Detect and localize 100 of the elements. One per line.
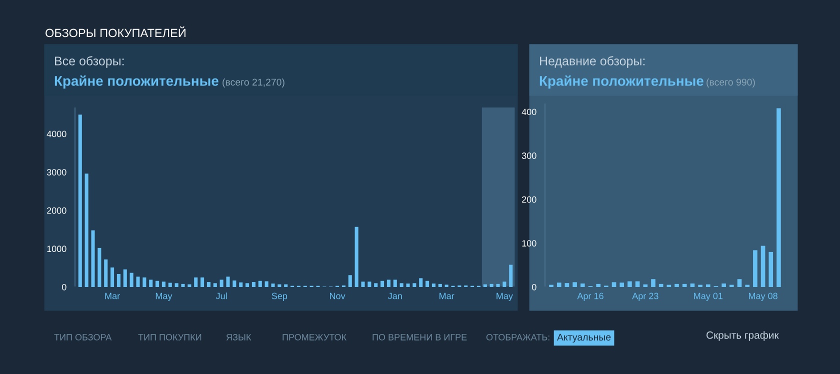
bar	[406, 284, 410, 287]
x-tick-label: May	[156, 292, 172, 301]
bar	[271, 284, 275, 287]
bar	[502, 282, 506, 287]
bar	[760, 246, 766, 287]
bar	[572, 282, 577, 287]
bar	[284, 284, 288, 287]
bar	[188, 284, 192, 287]
bar	[643, 284, 648, 287]
y-tick-label: 2000	[47, 207, 66, 214]
bar	[412, 283, 416, 287]
bar	[490, 284, 494, 287]
chart-title: Все обзоры:	[55, 56, 124, 68]
bar	[156, 280, 160, 287]
bar	[432, 284, 436, 287]
text: (всего 21,270)	[222, 78, 284, 88]
bar	[168, 282, 172, 287]
bar	[564, 283, 570, 287]
bar	[84, 174, 88, 287]
x-tick-label: Mar	[105, 292, 120, 300]
text: ТИП ОБЗОРА	[54, 334, 112, 340]
y-tick-label: 300	[522, 152, 536, 159]
bar	[674, 284, 679, 287]
bar	[213, 283, 217, 287]
bar	[386, 280, 390, 287]
bar	[580, 283, 585, 287]
bar	[737, 279, 742, 287]
bar	[136, 276, 140, 287]
bar	[246, 283, 250, 287]
y-tick-label: 400	[522, 108, 536, 116]
x-tick-label: Mar	[440, 292, 454, 300]
y-tick-label: 3000	[46, 169, 66, 176]
bar	[400, 283, 404, 287]
bar	[181, 284, 185, 287]
bar	[658, 284, 664, 287]
y-tick-label: 200	[522, 196, 536, 203]
chart-subtitle: Крайне положительные	[54, 75, 218, 89]
chart-subtitle: Крайне положительные	[540, 75, 704, 89]
x-tick-label: Jul	[216, 292, 227, 300]
bar	[142, 277, 146, 287]
bar	[110, 267, 114, 287]
bar	[278, 284, 282, 287]
bar	[258, 280, 262, 287]
text: ОТОБРАЖАТЬ:	[486, 334, 550, 340]
x-tick-label: Apr 23	[632, 292, 658, 301]
x-tick-label: Nov	[330, 292, 346, 300]
bar	[380, 280, 384, 287]
bar	[438, 284, 442, 287]
bar	[596, 284, 600, 287]
bar	[91, 230, 95, 287]
bar	[220, 280, 224, 287]
bar	[361, 282, 365, 287]
text: (всего 990)	[706, 78, 755, 88]
bar	[419, 278, 423, 287]
bar	[232, 280, 236, 287]
y-tick-label: 100	[522, 240, 536, 247]
bar	[768, 252, 774, 287]
bar	[706, 284, 710, 287]
bar	[226, 276, 230, 287]
bar	[690, 283, 695, 287]
bar	[651, 279, 656, 287]
bar	[194, 277, 198, 287]
text: Скрыть график	[706, 331, 779, 341]
bar	[98, 248, 102, 287]
x-tick-label: May 08	[748, 292, 778, 301]
bar	[426, 280, 430, 287]
bar	[776, 108, 781, 287]
x-tick-label: May 01	[694, 292, 722, 301]
bar	[368, 282, 372, 287]
x-tick-label: Jan	[388, 292, 402, 300]
bar	[206, 282, 210, 287]
text: Актуальные	[557, 334, 611, 343]
bar	[628, 281, 632, 287]
bar	[130, 272, 134, 287]
bar	[162, 282, 166, 287]
bar	[620, 282, 624, 287]
y-tick-label: 4000	[46, 130, 66, 138]
bar	[239, 282, 243, 287]
x-tick-label: Apr 16	[577, 292, 604, 301]
bar	[483, 284, 487, 287]
x-tick-label: Sep	[272, 292, 288, 301]
text: ТИП ПОКУПКИ	[138, 334, 202, 340]
chart-title: Недавние обзоры:	[540, 56, 645, 68]
text: ПО ВРЕМЕНИ В ИГРЕ	[372, 334, 467, 340]
text: ПРОМЕЖУТОК	[282, 334, 346, 340]
bar	[174, 283, 178, 287]
bar	[252, 282, 256, 287]
bar	[354, 226, 358, 287]
bar	[264, 281, 268, 287]
y-tick-label: 1000	[47, 246, 66, 252]
bar	[612, 282, 616, 287]
bar	[682, 284, 687, 287]
text: ОБЗОРЫ ПОКУПАТЕЛЕЙ	[46, 26, 186, 38]
bar	[753, 250, 758, 287]
text: ЯЗЫК	[226, 334, 252, 340]
bar	[374, 283, 378, 287]
bar	[200, 277, 204, 287]
x-tick-label: May	[496, 292, 513, 301]
bar	[149, 280, 153, 287]
bar	[496, 284, 500, 287]
